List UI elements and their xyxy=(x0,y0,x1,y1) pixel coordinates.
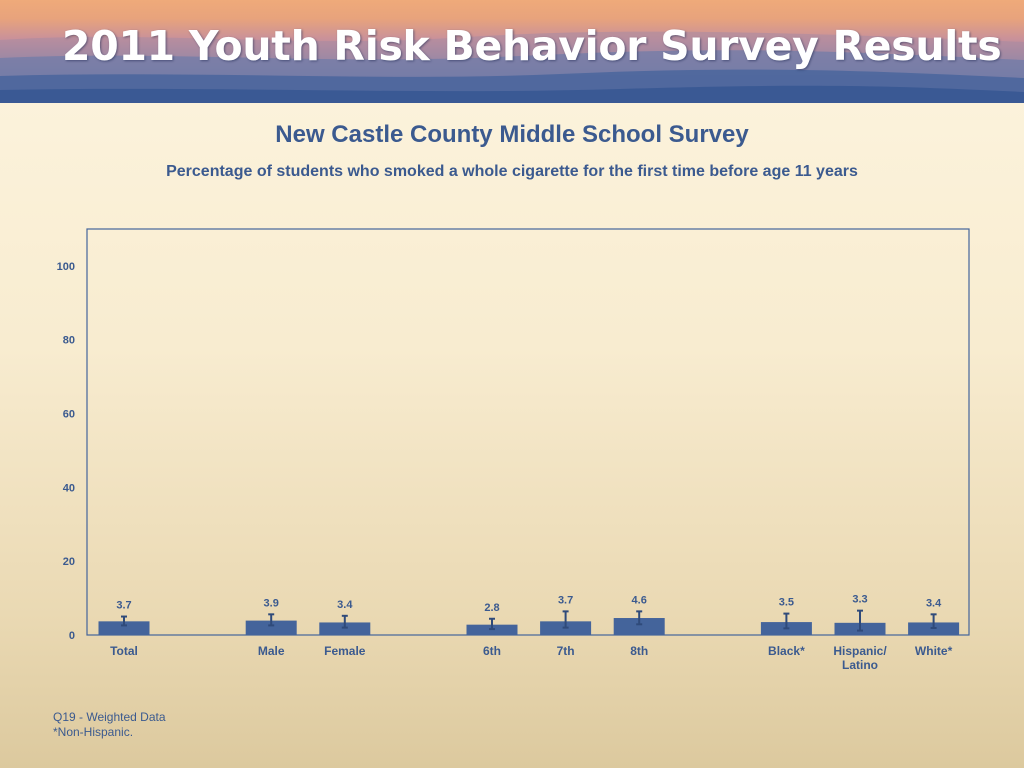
x-tick-label: Male xyxy=(258,644,285,658)
y-tick-label: 0 xyxy=(69,630,75,642)
x-tick-label: 7th xyxy=(557,644,575,658)
title-banner: 2011 Youth Risk Behavior Survey Results xyxy=(0,0,1024,103)
x-tick-label: Hispanic/ xyxy=(833,644,887,658)
banner-title: 2011 Youth Risk Behavior Survey Results xyxy=(62,22,1002,70)
x-tick-label: Total xyxy=(110,644,138,658)
plot-frame xyxy=(86,228,970,636)
chart-title: New Castle County Middle School Survey xyxy=(275,121,749,148)
bar xyxy=(613,618,665,635)
data-label: 3.7 xyxy=(116,600,131,612)
x-tick-label: Latino xyxy=(842,658,878,672)
chart-subtitle: Percentage of students who smoked a whol… xyxy=(166,163,858,180)
x-tick-label: White* xyxy=(915,644,953,658)
x-tick-label: Black* xyxy=(768,644,805,658)
y-tick-label: 60 xyxy=(63,409,75,421)
data-label: 3.9 xyxy=(264,597,279,609)
data-label: 4.6 xyxy=(632,594,647,606)
bar xyxy=(245,620,297,635)
y-tick-label: 40 xyxy=(63,482,75,494)
data-label: 3.4 xyxy=(337,599,353,611)
x-tick-label: 6th xyxy=(483,644,501,658)
data-label: 3.5 xyxy=(779,597,794,609)
bar xyxy=(319,622,371,635)
footnote-non-hispanic: *Non-Hispanic. xyxy=(53,725,134,739)
bar xyxy=(98,621,150,635)
y-tick-label: 20 xyxy=(63,556,75,568)
x-tick-label: Female xyxy=(324,644,366,658)
data-label: 3.7 xyxy=(558,594,573,606)
y-tick-label: 80 xyxy=(63,335,75,347)
data-label: 2.8 xyxy=(484,602,499,614)
data-label: 3.4 xyxy=(926,597,942,609)
footnote-data-source: Q19 - Weighted Data xyxy=(53,710,166,724)
y-tick-label: 100 xyxy=(57,261,75,273)
x-tick-label: 8th xyxy=(630,644,648,658)
data-label: 3.3 xyxy=(852,594,867,606)
banner-landscape xyxy=(0,31,1024,103)
